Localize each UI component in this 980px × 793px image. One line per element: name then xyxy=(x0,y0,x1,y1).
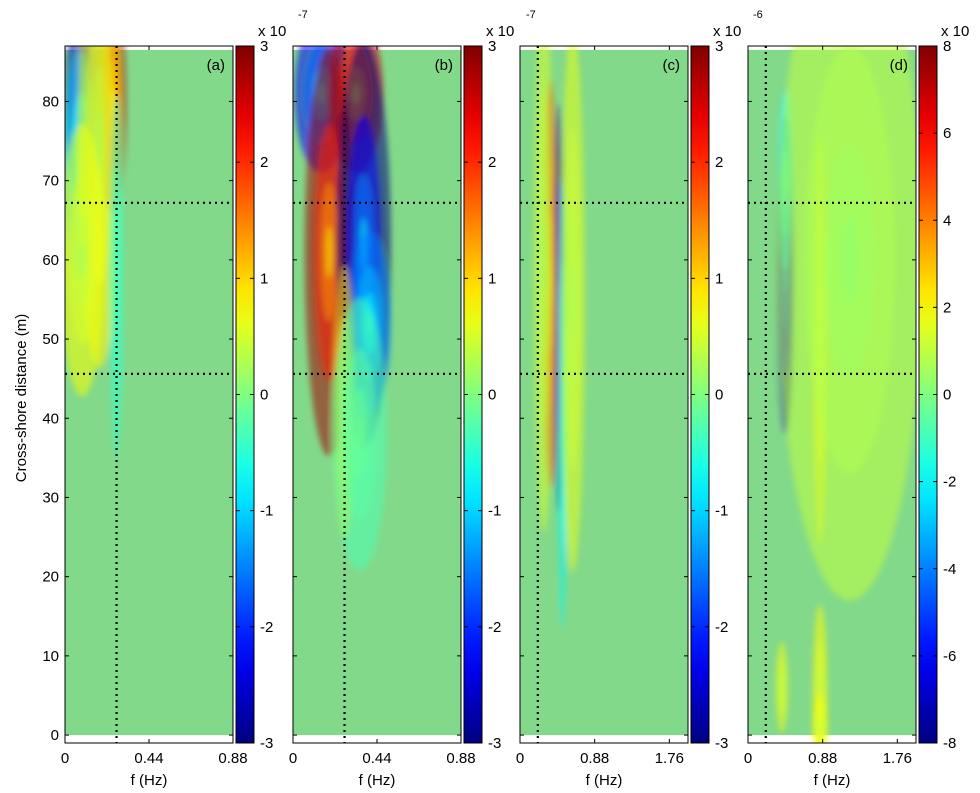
heatmap-feature-4 xyxy=(781,681,783,694)
colorbar-tick-label: 0 xyxy=(260,387,268,404)
y-tick-label: 40 xyxy=(42,410,59,427)
heatmap-feature-2 xyxy=(326,225,333,279)
colorbar-tick-label: -2 xyxy=(715,619,728,636)
colorbar-tick-label: 1 xyxy=(488,270,496,287)
colorbar-tick-label: -1 xyxy=(488,503,501,520)
panel-b: 0 0.44 0.88 f (Hz) (b) -3 -2 -1 0 1 2 3x 10 -7 xyxy=(289,9,536,789)
colorbar-tick-label: 2 xyxy=(715,154,723,171)
heatmap-feature-6 xyxy=(840,216,860,304)
colorbar-tick-label: 8 xyxy=(943,38,951,55)
colorbar-tick-label: -3 xyxy=(715,735,728,752)
colorbar-tick-label: 2 xyxy=(943,299,951,316)
colorbar-tick-label: -8 xyxy=(943,735,956,752)
x-tick-label: 0 xyxy=(744,750,752,767)
heatmap-feature-4 xyxy=(79,242,85,278)
colorbar-tick-label: 1 xyxy=(260,270,268,287)
panel-c: 0 0.88 1.76 f (Hz) (c) -3 -2 -1 0 1 2 3x 10 -6 xyxy=(516,9,763,789)
colorbar-tick-label: -1 xyxy=(715,503,728,520)
colorbar-tick-label: 1 xyxy=(715,270,723,287)
y-tick-label: 30 xyxy=(42,489,59,506)
heatmap-feature-3 xyxy=(96,112,103,171)
x-axis-label: f (Hz) xyxy=(814,772,851,789)
colorbar-tick-label: 0 xyxy=(488,387,496,404)
colorbar-exponent: -7 xyxy=(526,9,536,21)
colorbar-tick-label: -3 xyxy=(488,735,501,752)
x-tick-label: 0.88 xyxy=(218,750,247,767)
colorbar-exponent: -7 xyxy=(298,9,308,21)
colorbar-tick-label: 2 xyxy=(260,154,268,171)
x-tick-label: 0.88 xyxy=(580,750,609,767)
y-tick-label: 70 xyxy=(42,173,59,190)
colorbar-tick-label: -4 xyxy=(943,561,956,578)
x-tick-label: 0.44 xyxy=(134,750,163,767)
colorbar-tick-label: -2 xyxy=(260,619,273,636)
colorbar-exponent: -6 xyxy=(753,9,763,21)
axes-box xyxy=(519,45,689,744)
y-tick-label: 10 xyxy=(42,648,59,665)
colorbar-tick-label: 2 xyxy=(488,154,496,171)
colorbar-tick-label: 3 xyxy=(715,38,723,55)
colorbar-tick-label: 3 xyxy=(488,38,496,55)
panel-label: (b) xyxy=(435,57,453,74)
heatmap-feature-4 xyxy=(542,225,546,295)
colorbar-multiplier: x 10 xyxy=(258,23,286,40)
x-axis-label: f (Hz) xyxy=(131,772,168,789)
colorbar-tick-label: 4 xyxy=(943,212,951,229)
x-tick-label: 0.44 xyxy=(362,750,391,767)
y-tick-label: 20 xyxy=(42,569,59,586)
colorbar-tick-label: -3 xyxy=(260,735,273,752)
axes-box xyxy=(747,45,917,744)
colorbar-tick-label: -2 xyxy=(488,619,501,636)
x-axis-label: f (Hz) xyxy=(586,772,623,789)
panel-label: (a) xyxy=(207,57,225,74)
heatmap-feature-6 xyxy=(356,416,364,452)
colorbar-multiplier: x 10 xyxy=(713,23,741,40)
y-tick-label: 0 xyxy=(51,727,59,744)
panel-label: (d) xyxy=(890,57,908,74)
colorbar-tick-label: 3 xyxy=(260,38,268,55)
y-tick-label: 60 xyxy=(42,252,59,269)
x-tick-label: 1.76 xyxy=(883,750,912,767)
x-tick-label: 0.88 xyxy=(446,750,475,767)
heatmap-feature-3 xyxy=(571,264,575,335)
y-tick-label: 50 xyxy=(42,331,59,348)
y-tick-label: 80 xyxy=(42,93,59,110)
y-axis-label: Cross-shore distance (m) xyxy=(13,314,30,482)
colorbar-tick-label: 0 xyxy=(943,387,951,404)
colorbar-tick-label: 0 xyxy=(715,387,723,404)
colorbar-tick-label: -2 xyxy=(943,474,956,491)
colorbar-multiplier: x 10 xyxy=(941,23,969,40)
colorbar-multiplier: x 10 xyxy=(486,23,514,40)
x-axis-label: f (Hz) xyxy=(359,772,396,789)
colorbar-tick-label: -6 xyxy=(943,648,956,665)
panel-label: (c) xyxy=(663,57,681,74)
colorbar-tick-label: -1 xyxy=(260,503,273,520)
x-tick-label: 0.88 xyxy=(808,750,837,767)
heatmap-feature-5 xyxy=(819,722,822,732)
x-tick-label: 0 xyxy=(61,750,69,767)
x-tick-label: 0 xyxy=(516,750,524,767)
colorbar-tick-label: 6 xyxy=(943,125,951,142)
x-tick-label: 1.76 xyxy=(655,750,684,767)
x-tick-label: 0 xyxy=(289,750,297,767)
